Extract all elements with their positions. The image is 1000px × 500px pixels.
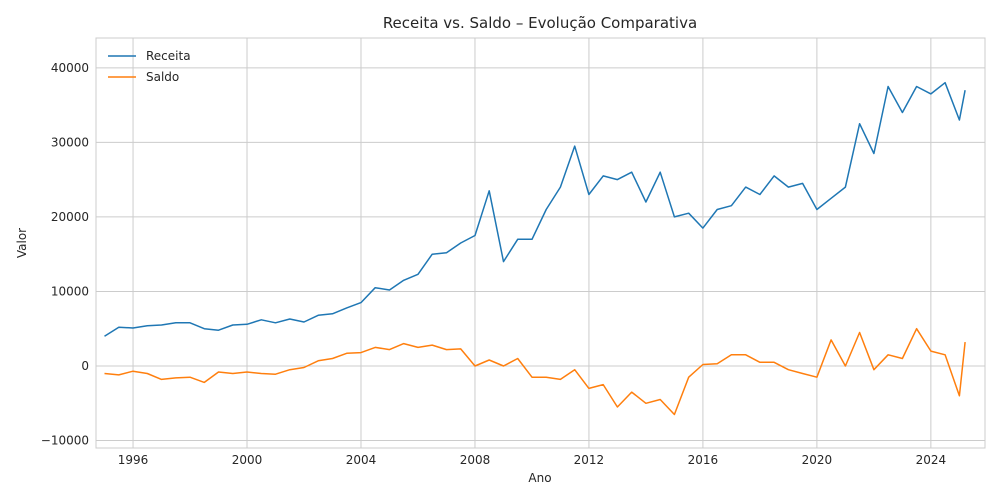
y-tick-label: 0	[81, 359, 89, 373]
y-tick-labels: −10000 0 10000 20000 30000 40000	[41, 61, 89, 448]
x-tick-label: 2012	[574, 453, 605, 467]
series-line-receita	[104, 81, 966, 337]
y-tick-label: 10000	[51, 284, 89, 298]
chart-title: Receita vs. Saldo – Evolução Comparativa	[383, 14, 697, 32]
y-tick-label: 20000	[51, 210, 89, 224]
series-lines	[104, 81, 966, 416]
x-tick-labels: 1996 2000 2004 2008 2012 2016 2020 2024	[118, 453, 946, 467]
series-line-saldo	[104, 327, 966, 416]
y-gridlines	[96, 67, 985, 442]
legend-label-saldo: Saldo	[146, 70, 179, 84]
x-tick-label: 2000	[232, 453, 263, 467]
x-tick-label: 2008	[460, 453, 491, 467]
x-tick-label: 2020	[802, 453, 833, 467]
x-tick-label: 2016	[688, 453, 719, 467]
plot-frame	[95, 37, 986, 449]
x-gridlines	[132, 38, 932, 448]
legend: Receita Saldo	[108, 49, 191, 84]
legend-label-receita: Receita	[146, 49, 191, 63]
plot-area	[95, 37, 986, 449]
x-tick-label: 1996	[118, 453, 149, 467]
y-tick-label: −10000	[41, 434, 89, 448]
x-tick-label: 2004	[346, 453, 377, 467]
y-tick-label: 30000	[51, 135, 89, 149]
y-axis-title: Valor	[15, 228, 29, 258]
x-tick-label: 2024	[916, 453, 947, 467]
x-axis-title: Ano	[528, 471, 551, 485]
y-tick-label: 40000	[51, 61, 89, 75]
